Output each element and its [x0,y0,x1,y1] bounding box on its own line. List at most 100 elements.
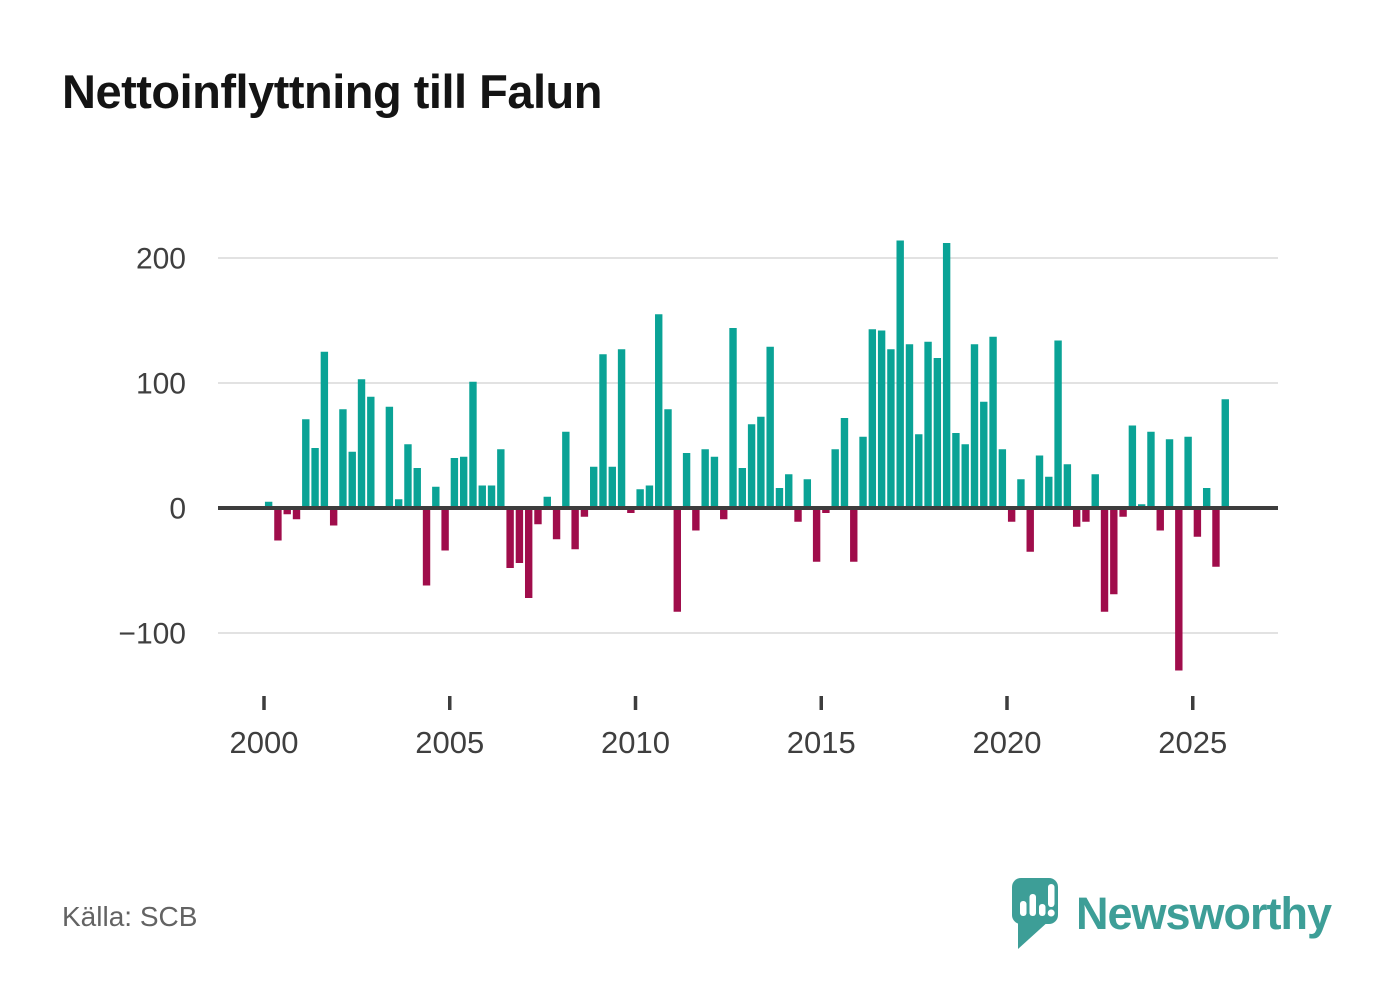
bar [924,341,932,508]
bar [1091,474,1099,508]
bar [1221,399,1229,508]
bar [1175,508,1183,671]
bar [896,240,904,508]
bar [274,508,282,541]
brand-wordmark: Newsworthy [1076,888,1332,939]
bar [627,508,635,513]
bar [515,508,524,563]
bar [292,508,301,520]
bar [998,449,1007,508]
bar [367,396,375,508]
bar [961,444,969,508]
bar [812,508,821,562]
bar [1165,439,1174,508]
bar [645,485,654,508]
mini-bar-chart-icon [1020,894,1046,916]
axis-labels: 200 100 0 −100 2000 2005 2010 2015 2020 2025 [118,243,1227,761]
exclamation-icon [1047,884,1055,917]
newsworthy-logo: Newsworthy [1012,878,1333,949]
bar [822,508,830,513]
bar [729,328,737,508]
bar [552,508,561,540]
bar [608,466,616,508]
bar [673,508,681,612]
bar [701,449,709,508]
gridlines [218,257,1278,634]
bar [1128,425,1137,508]
bar [1193,508,1202,537]
axes [218,506,1278,710]
bar [1026,508,1034,552]
bar [1045,476,1053,508]
y-tick-label: 100 [136,368,186,401]
bar [942,243,951,508]
bar [357,379,366,508]
bar [320,351,329,508]
bar [339,409,347,508]
bar [534,508,542,525]
bar [394,499,403,508]
x-tick-label: 2010 [601,725,670,760]
bar [887,349,895,508]
speech-bubble-tail [1018,916,1050,949]
bar [432,486,440,508]
bar [710,456,719,508]
bar [738,468,747,508]
y-tick-label: 200 [136,243,186,276]
bars [264,240,1229,671]
bar [692,508,700,531]
bar [1100,508,1109,612]
bar [747,424,756,508]
bar [803,479,812,508]
bar [264,501,273,508]
bar [1072,508,1081,527]
chart-title: Nettoinflyttning till Falun [62,65,602,118]
bar [283,508,291,515]
bar [952,433,960,508]
newsworthy-icon [1012,878,1058,949]
bar [785,474,793,508]
bar [682,453,691,508]
bar [775,488,784,508]
source-label: Källa: SCB [62,901,198,932]
bar [1110,508,1118,595]
bar [1007,508,1016,522]
bar [636,489,644,508]
bar [831,449,839,508]
bar [1119,508,1127,517]
bar [664,409,672,508]
x-tick-label: 2025 [1158,725,1227,760]
bar [478,485,486,508]
bar [590,466,598,508]
bar [543,496,551,508]
bar [459,456,468,508]
bar [766,346,774,508]
bar [329,508,338,526]
bar [571,508,579,550]
bar [562,431,570,508]
bar [868,329,877,508]
bar [933,358,942,508]
bar [524,508,533,598]
y-tick-label: −100 [118,618,186,651]
x-tick-label: 2005 [415,725,484,760]
bar [617,349,626,508]
bar [385,406,394,508]
bar [1035,455,1044,508]
x-tick-label: 2015 [787,725,856,760]
x-tick-label: 2020 [973,725,1042,760]
bar [980,401,988,508]
bar [450,458,459,508]
bar [877,330,886,508]
bar [859,436,867,508]
bar [757,416,765,508]
y-tick-label: 0 [169,493,186,526]
bar [1054,340,1062,508]
bar [580,508,589,517]
bar [599,354,607,508]
bar [655,314,663,508]
bar [506,508,514,568]
bar [413,468,421,508]
bar [989,336,997,508]
bar [469,381,477,508]
